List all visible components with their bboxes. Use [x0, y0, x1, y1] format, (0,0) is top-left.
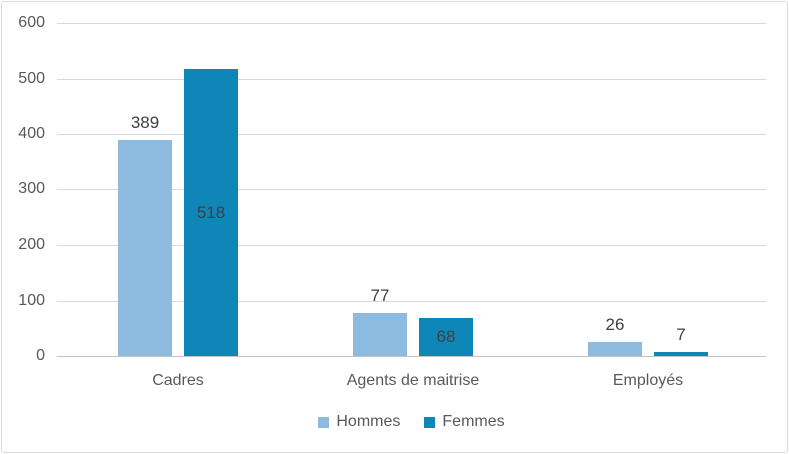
data-label-hommes-0: 389	[130, 113, 160, 132]
y-tick-label: 600	[18, 14, 45, 31]
bar-hommes-0	[118, 140, 172, 356]
legend-item-hommes: Hommes	[318, 413, 400, 431]
data-label-hommes-2: 26	[605, 315, 625, 334]
bar-femmes-2	[654, 352, 708, 356]
gridline	[57, 79, 766, 80]
legend-label-hommes: Hommes	[336, 413, 401, 430]
data-label-femmes-0: 518	[196, 203, 226, 222]
bar-femmes-1	[419, 318, 473, 356]
gridline	[57, 189, 766, 190]
y-tick-label: 0	[36, 347, 45, 364]
x-axis-line	[57, 356, 766, 357]
legend-swatch-hommes-icon	[318, 416, 330, 428]
legend-swatch-femmes-icon	[424, 416, 436, 428]
legend-label-femmes: Femmes	[442, 413, 505, 430]
legend: Hommes Femmes	[57, 413, 766, 431]
legend-item-femmes: Femmes	[424, 413, 505, 431]
gridline	[57, 301, 766, 302]
gridline	[57, 23, 766, 24]
gridline	[57, 134, 766, 135]
y-tick-label: 300	[18, 180, 45, 197]
data-label-femmes-2: 7	[676, 325, 686, 344]
bar-femmes-0	[184, 69, 238, 356]
y-tick-label: 200	[18, 236, 45, 253]
y-tick-label: 400	[18, 125, 45, 142]
y-tick-label: 100	[18, 292, 45, 309]
gridline	[57, 245, 766, 246]
data-label-hommes-1: 77	[370, 286, 390, 305]
category-label-0: Cadres	[152, 372, 204, 389]
y-tick-label: 500	[18, 70, 45, 87]
data-label-femmes-1: 68	[436, 327, 456, 346]
bar-hommes-2	[588, 342, 642, 356]
category-label-1: Agents de maitrise	[346, 372, 480, 389]
category-label-2: Employés	[612, 372, 684, 389]
bar-hommes-1	[353, 313, 407, 356]
